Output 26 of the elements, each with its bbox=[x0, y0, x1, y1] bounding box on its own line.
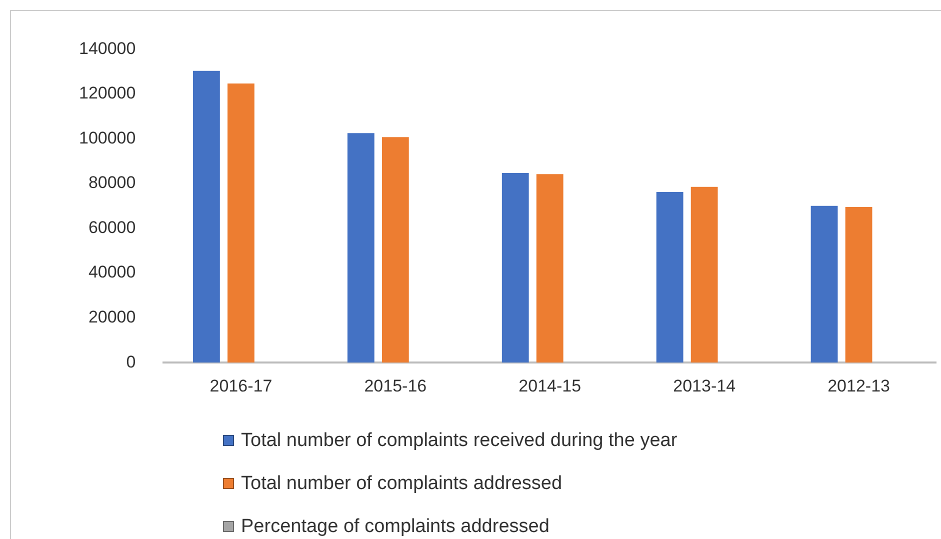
y-tick-label: 40000 bbox=[88, 262, 136, 282]
bar bbox=[690, 186, 718, 363]
legend-label: Total number of complaints addressed bbox=[241, 472, 562, 494]
bar bbox=[228, 83, 254, 363]
y-tick-label: 60000 bbox=[88, 218, 136, 237]
x-tick-label: 2015-16 bbox=[364, 376, 427, 396]
y-tick-label: 120000 bbox=[78, 84, 136, 103]
y-tick-label: 0 bbox=[126, 352, 136, 372]
legend-label: Percentage of complaints addressed bbox=[241, 516, 550, 538]
bar bbox=[193, 70, 220, 363]
bar bbox=[502, 172, 529, 363]
bar bbox=[810, 206, 838, 363]
bar bbox=[536, 174, 564, 363]
bar bbox=[382, 137, 409, 363]
y-tick-label: 140000 bbox=[78, 38, 136, 58]
y-tick-label: 100000 bbox=[78, 128, 136, 148]
x-tick-label: 2012-13 bbox=[828, 376, 890, 396]
y-tick-label: 80000 bbox=[88, 173, 136, 192]
bar bbox=[347, 133, 374, 363]
x-tick-label: 2014-15 bbox=[518, 376, 582, 396]
y-tick-label: 20000 bbox=[88, 308, 136, 327]
x-tick-label: 2016-17 bbox=[210, 376, 272, 396]
x-tick-label: 2013-14 bbox=[673, 376, 736, 396]
legend-label: Total number of complaints received during the year bbox=[241, 430, 678, 452]
bar bbox=[656, 192, 684, 363]
bar bbox=[845, 207, 872, 363]
